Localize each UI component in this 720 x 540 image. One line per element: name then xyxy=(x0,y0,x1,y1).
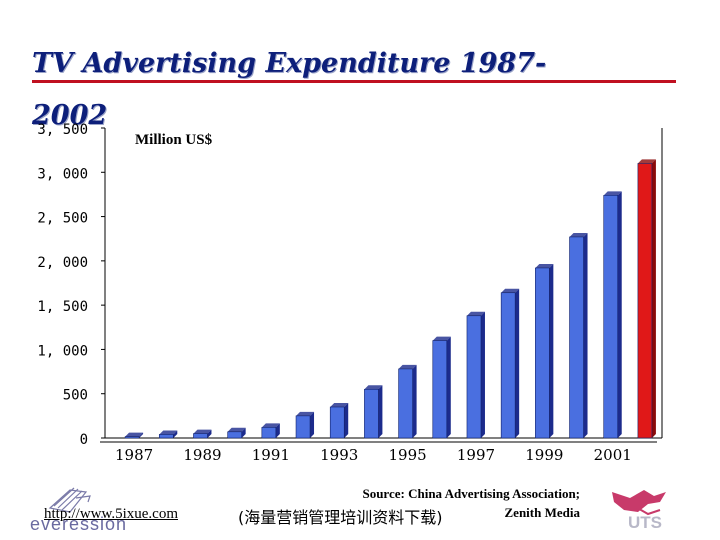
bar-top xyxy=(227,427,246,432)
bar-side xyxy=(275,423,280,438)
bar-1993 xyxy=(329,406,345,439)
bar-1998 xyxy=(500,292,516,439)
bar-side xyxy=(139,432,144,438)
bar-1992 xyxy=(295,415,311,439)
bar-side xyxy=(378,385,383,438)
x-tick-label: 2001 xyxy=(594,446,632,464)
bar-1987 xyxy=(124,436,140,439)
chart-bars xyxy=(124,159,656,439)
x-tick-label: 1997 xyxy=(457,446,495,464)
bar-side xyxy=(651,159,656,438)
brand-left-text: everession xyxy=(30,514,128,534)
bar-top xyxy=(296,411,315,416)
bar-top xyxy=(535,263,554,268)
bar-1995 xyxy=(398,368,413,439)
y-tick-label: 1, 000 xyxy=(37,343,88,359)
bar-2001 xyxy=(603,195,619,439)
bar-side xyxy=(310,411,315,438)
y-tick-label: 0 xyxy=(80,432,88,448)
bar-top xyxy=(637,159,656,164)
bar-side xyxy=(173,430,178,438)
bar-2000 xyxy=(569,236,584,439)
x-tick-label: 1993 xyxy=(320,446,358,464)
bar-1991 xyxy=(261,427,277,439)
y-tick-label: 3, 500 xyxy=(37,122,88,138)
bar-1989 xyxy=(193,433,208,439)
bar-side xyxy=(207,429,212,438)
unit-label: Million US$ xyxy=(135,132,213,148)
bar-side xyxy=(241,427,246,438)
x-tick-label: 1995 xyxy=(389,446,427,464)
bar-top xyxy=(159,430,178,435)
download-note: (海量营销管理培训资料下载) xyxy=(238,508,443,527)
bar-1994 xyxy=(364,388,379,439)
bar-side xyxy=(617,191,622,438)
title-underline xyxy=(32,80,676,83)
x-tick-label: 1991 xyxy=(252,446,290,464)
bar-top xyxy=(193,429,212,434)
bar-top xyxy=(398,364,417,369)
x-tick-label: 1989 xyxy=(183,446,221,464)
bar-1997 xyxy=(466,315,482,439)
bar-side xyxy=(515,288,520,438)
source-line-2: Zenith Media xyxy=(504,505,580,520)
bar-side xyxy=(412,364,417,438)
slide-title: TV Advertising Expenditure 1987-2002 xyxy=(32,48,547,131)
bar-2002 xyxy=(637,163,653,439)
x-tick-label: 1999 xyxy=(525,446,563,464)
bar-top xyxy=(432,336,451,341)
y-tick-label: 2, 000 xyxy=(37,255,88,271)
bar-top xyxy=(125,432,144,437)
bar-top xyxy=(501,288,520,293)
source-line-1: Source: China Advertising Association; xyxy=(362,486,580,501)
bar-side xyxy=(549,263,554,438)
bar-top xyxy=(364,385,383,390)
bar-1999 xyxy=(535,267,550,439)
bar-1996 xyxy=(432,340,448,439)
y-tick-label: 2, 500 xyxy=(37,211,88,227)
x-tick-label: 1987 xyxy=(115,446,153,464)
y-tick-label: 500 xyxy=(63,388,88,404)
chart-tick-labels: 0 500 1, 000 1, 500 2, 000 2, 500 3, 000 3, 500… xyxy=(37,122,631,464)
bar-side xyxy=(446,336,451,438)
bar-top xyxy=(466,311,485,316)
uts-logo-icon: UTS xyxy=(612,490,666,532)
bar-1988 xyxy=(158,434,174,439)
bar-side xyxy=(344,403,349,438)
y-tick-label: 1, 500 xyxy=(37,299,88,315)
bar-top xyxy=(261,423,280,428)
bar-top xyxy=(603,191,622,196)
y-tick-label: 3, 000 xyxy=(37,166,88,182)
bar-top xyxy=(330,403,349,407)
brand-right-text: UTS xyxy=(628,513,662,532)
bar-top xyxy=(569,232,588,237)
bar-1990 xyxy=(227,431,242,439)
website-link[interactable]: http://www.5ixue.com xyxy=(44,506,179,522)
bar-side xyxy=(583,232,588,438)
brand-logo-icon xyxy=(48,487,91,513)
bar-side xyxy=(480,311,485,438)
